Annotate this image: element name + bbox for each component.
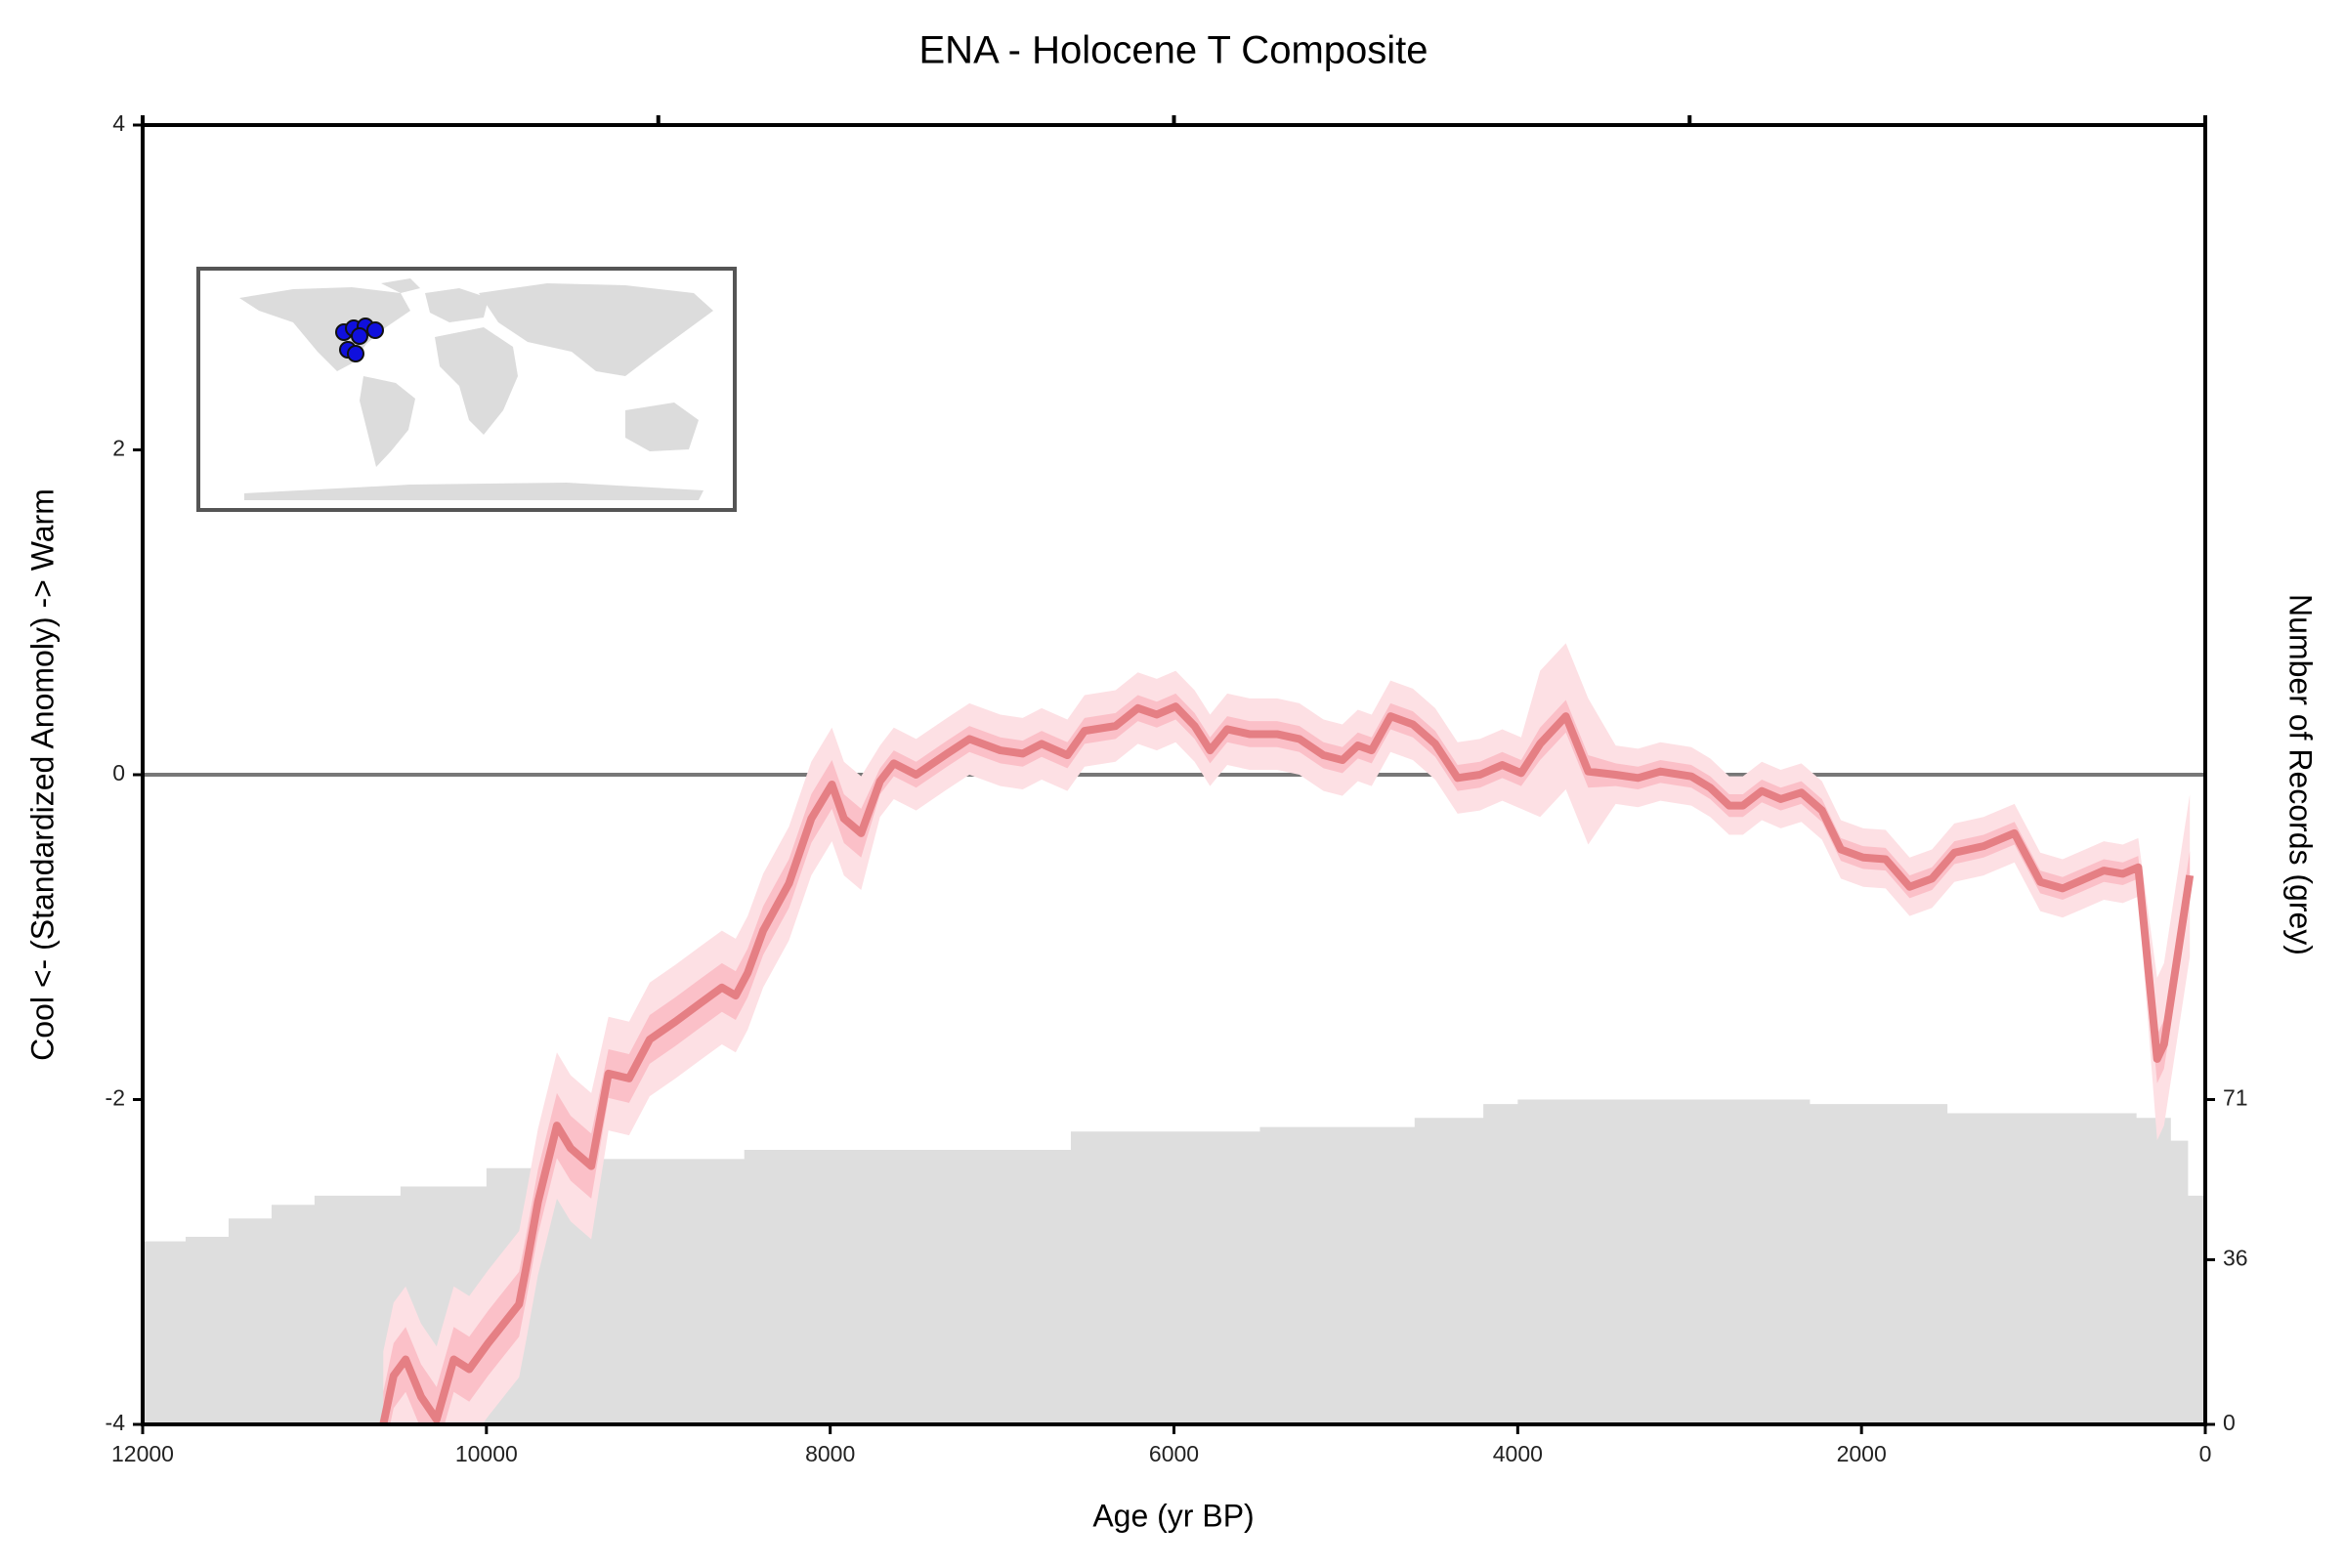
x-tick-label: 4000 (1493, 1441, 1543, 1466)
y-tick-label: 0 (112, 760, 125, 785)
site-marker (366, 321, 384, 339)
x-tick-label: 2000 (1837, 1441, 1887, 1466)
asia (479, 283, 713, 376)
x-tick-label: 10000 (455, 1441, 518, 1466)
outer-band (383, 643, 2191, 1424)
x-tick-label: 12000 (111, 1441, 174, 1466)
site-markers (335, 318, 384, 362)
y2-tick-label: 71 (2223, 1085, 2248, 1111)
site-marker (351, 327, 368, 345)
africa (435, 327, 518, 435)
greenland (381, 278, 420, 293)
median-line (379, 702, 2195, 1424)
site-marker (347, 345, 364, 362)
y-tick-label: 4 (112, 110, 125, 136)
y2-tick-label: 36 (2223, 1245, 2248, 1270)
y-tick-label: -4 (106, 1410, 126, 1435)
continents (239, 278, 713, 500)
y-tick-label: 2 (112, 436, 125, 461)
records-area (143, 1099, 2205, 1424)
x-tick-label: 0 (2199, 1441, 2212, 1466)
y-axis-label: Cool <- (Standardized Anomoly) -> Warm (24, 488, 60, 1061)
axes-layer: 12000 10000 8000 6000 4000 2000 0 -4 -2 0 2 4 0 36 71 (106, 110, 2248, 1466)
north-america (239, 287, 410, 371)
records-layer (143, 1099, 2205, 1424)
y-tick-label: -2 (106, 1085, 125, 1111)
line-layer (379, 643, 2195, 1424)
antarctica (244, 483, 704, 500)
y2-tick-label: 0 (2223, 1410, 2236, 1435)
x-tick-label: 6000 (1149, 1441, 1199, 1466)
europe (425, 288, 489, 322)
australia (625, 403, 699, 451)
x-axis-label: Age (yr BP) (1092, 1498, 1254, 1533)
y2-axis-label: Number of Records (grey) (2283, 594, 2319, 955)
x-tick-label: 8000 (805, 1441, 855, 1466)
south-america (360, 376, 415, 467)
map-inset (196, 267, 737, 512)
chart-title: ENA - Holocene T Composite (919, 29, 1428, 72)
